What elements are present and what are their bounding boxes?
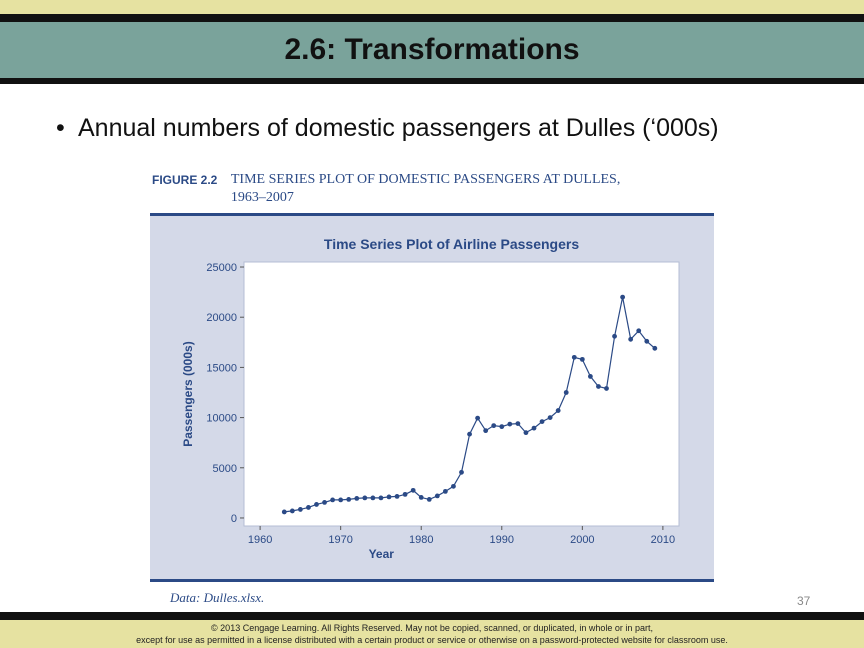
- data-source-note: Data: Dulles.xlsx.: [170, 590, 265, 605]
- data-point: [386, 494, 392, 500]
- data-point: [306, 505, 311, 510]
- data-point: [354, 495, 360, 501]
- header-rule: [0, 14, 864, 22]
- data-point: [531, 425, 537, 431]
- data-point: [442, 488, 448, 494]
- data-point: [467, 431, 472, 437]
- y-tick-label: 25000: [206, 262, 237, 274]
- data-point: [475, 415, 481, 421]
- data-point: [314, 502, 319, 507]
- data-point: [297, 507, 303, 512]
- x-axis-label: Year: [369, 547, 395, 561]
- x-tick-label: 2010: [651, 534, 675, 546]
- data-point: [507, 421, 513, 427]
- data-point: [402, 491, 408, 497]
- bullet-icon: •: [56, 114, 65, 142]
- bullet-text: Annual numbers of domestic passengers at…: [78, 114, 719, 142]
- y-axis-label: Passengers (000s): [181, 341, 195, 446]
- data-point: [410, 487, 416, 493]
- data-point: [563, 390, 569, 395]
- figure-caption: FIGURE 2.2 TIME SERIES PLOT OF DOMESTIC …: [152, 171, 620, 207]
- data-point: [604, 386, 609, 391]
- title-bar: 2.6: Transformations: [0, 22, 864, 78]
- x-tick-label: 1990: [490, 534, 514, 546]
- data-point: [587, 374, 593, 379]
- footer-band: [0, 620, 864, 648]
- y-tick-label: 20000: [206, 312, 237, 324]
- footer-rule: [0, 612, 864, 620]
- slide-title: 2.6: Transformations: [284, 33, 580, 66]
- figure-description: TIME SERIES PLOT OF DOMESTIC PASSENGERS …: [231, 171, 620, 207]
- figure-caption-line2: 1963–2007: [230, 190, 294, 205]
- data-point: [523, 430, 529, 436]
- y-tick-label: 15000: [206, 362, 237, 374]
- data-point: [652, 345, 658, 351]
- data-point: [362, 495, 368, 501]
- data-point: [547, 415, 553, 420]
- figure-label: FIGURE 2.2: [152, 173, 218, 187]
- x-tick-label: 1980: [409, 534, 433, 546]
- x-tick-label: 1970: [328, 534, 352, 546]
- data-point: [628, 336, 634, 342]
- data-point: [370, 495, 376, 501]
- data-point: [426, 496, 432, 502]
- copyright-line2: except for use as permitted in a license…: [136, 635, 728, 645]
- data-point: [434, 493, 440, 499]
- data-point: [394, 493, 400, 499]
- data-point: [491, 423, 497, 429]
- data-point: [620, 294, 626, 300]
- y-tick-label: 0: [231, 513, 237, 525]
- data-point: [596, 384, 601, 389]
- data-point: [515, 421, 521, 427]
- data-point: [483, 428, 489, 434]
- data-point: [459, 469, 464, 475]
- data-point: [451, 483, 456, 489]
- copyright-notice: © 2013 Cengage Learning. All Rights Rese…: [0, 622, 864, 646]
- data-point: [378, 495, 384, 501]
- chart-title: Time Series Plot of Airline Passengers: [324, 236, 579, 252]
- y-tick-label: 5000: [213, 463, 237, 475]
- time-series-chart: Time Series Plot of Airline Passengers 0 5…: [181, 236, 680, 561]
- data-point: [636, 328, 642, 334]
- data-point: [330, 497, 336, 503]
- data-point: [499, 424, 505, 430]
- x-tick-label: 2000: [570, 534, 594, 546]
- data-point: [612, 333, 617, 339]
- data-point: [418, 494, 424, 500]
- data-point: [644, 338, 650, 344]
- x-tick-label: 1960: [248, 534, 272, 546]
- bullet-item: • Annual numbers of domestic passengers a…: [56, 114, 719, 143]
- title-rule: [0, 78, 864, 84]
- data-point: [579, 356, 585, 362]
- copyright-line1: © 2013 Cengage Learning. All Rights Rese…: [211, 623, 653, 633]
- plot-area: [243, 261, 680, 527]
- y-tick-label: 10000: [206, 413, 237, 425]
- data-point: [555, 408, 561, 413]
- data-point: [539, 419, 545, 425]
- data-point: [571, 354, 577, 360]
- data-point: [281, 509, 287, 515]
- data-point: [338, 497, 344, 503]
- data-point: [289, 508, 295, 514]
- chart-panel: Time Series Plot of Airline Passengers 0 5…: [150, 213, 714, 582]
- header-accent-band: [0, 0, 864, 14]
- figure-caption-line1: TIME SERIES PLOT OF DOMESTIC PASSENGERS …: [230, 172, 621, 187]
- page-number: 37: [797, 594, 811, 608]
- data-point: [322, 500, 327, 505]
- data-point: [346, 496, 352, 502]
